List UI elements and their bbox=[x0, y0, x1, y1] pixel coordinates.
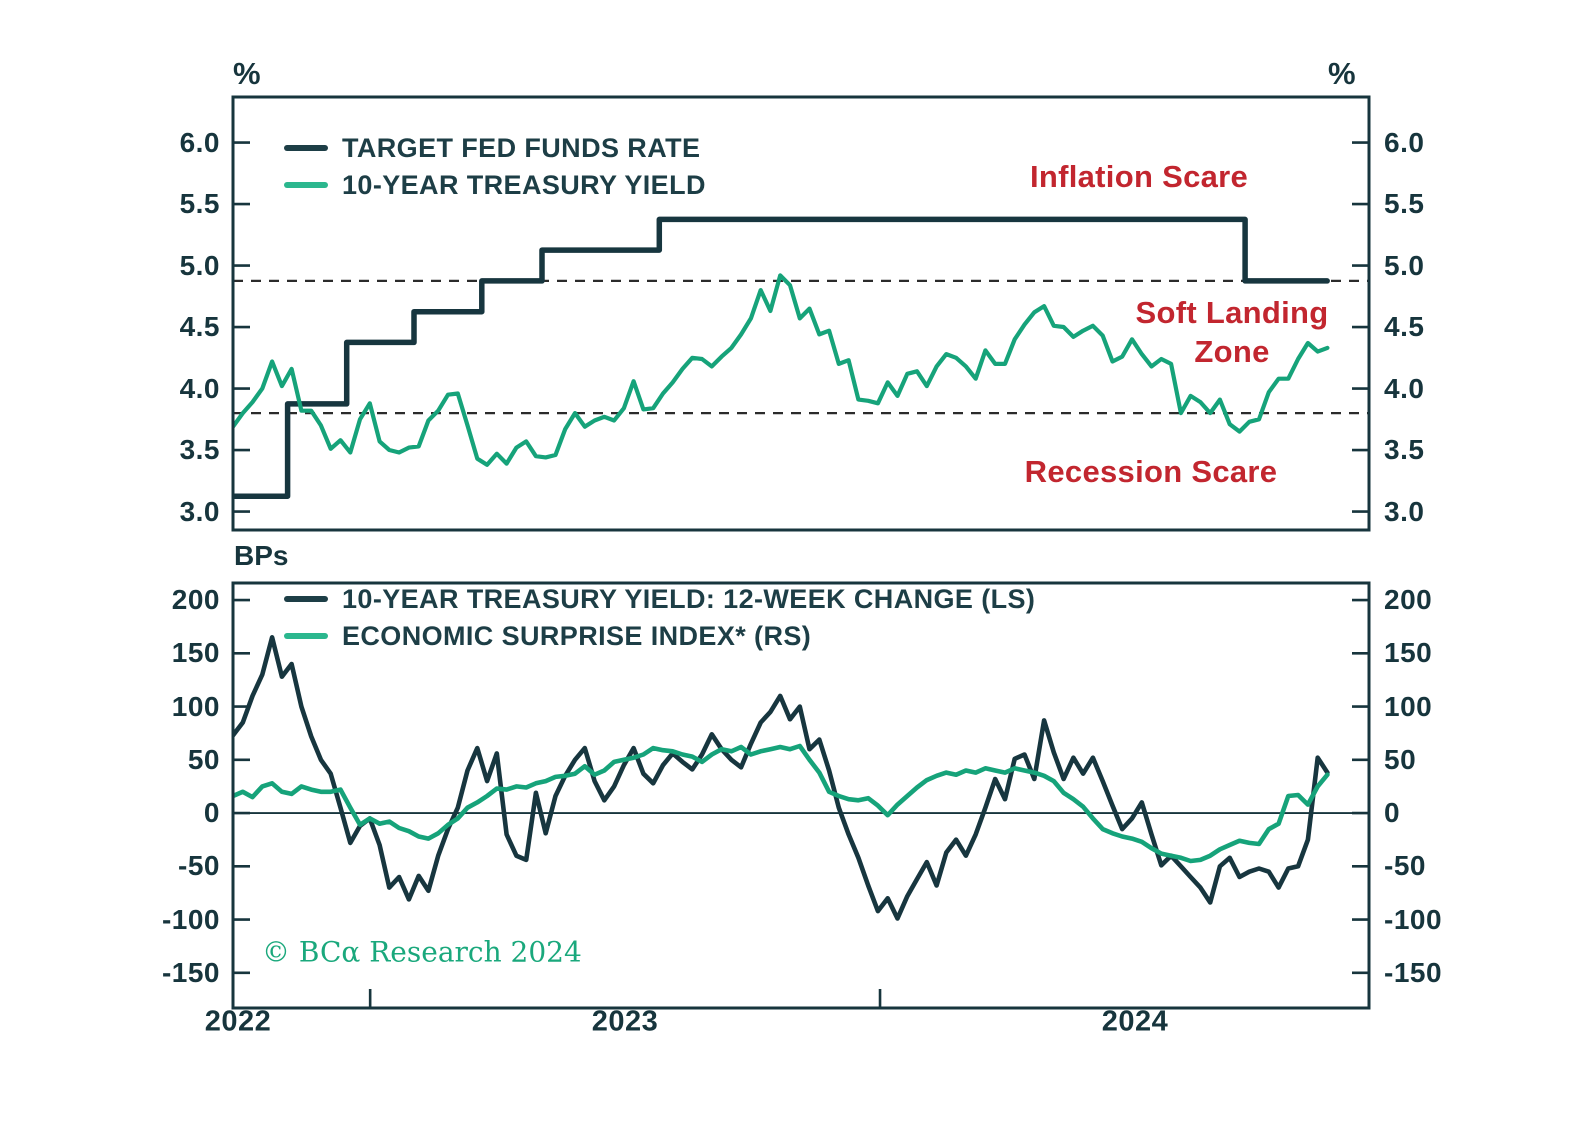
legend-item-12-week-change: 10-YEAR TREASURY YIELD: 12-WEEK CHANGE (… bbox=[284, 584, 1035, 614]
top-ytick-label-left-4.5: 4.5 bbox=[179, 311, 220, 343]
bottom-ytick-label-left--150: -150 bbox=[161, 956, 220, 988]
bottom-panel-frame bbox=[231, 581, 1371, 1010]
legend-label-treasury-yield: 10-YEAR TREASURY YIELD bbox=[342, 169, 706, 200]
annotation-inflation-scare: Inflation Scare bbox=[1029, 159, 1249, 194]
copyright-note: © BCα Research 2024 bbox=[262, 935, 582, 969]
economic-surprise-index-line-swatch bbox=[284, 633, 328, 639]
top-ytick-label-left-4.0: 4.0 bbox=[179, 372, 220, 404]
annotation-soft-landing-line2: Zone bbox=[1194, 334, 1270, 369]
bottom-ytick-label-right--100: -100 bbox=[1384, 903, 1443, 935]
top-panel-right-unit-label: % bbox=[1328, 56, 1356, 91]
x-axis-label-2022: 2022 bbox=[204, 1005, 272, 1038]
top-ytick-label-right-4.5: 4.5 bbox=[1384, 311, 1425, 343]
bottom-ytick-label-left--100: -100 bbox=[161, 903, 220, 935]
bottom-ytick-label-left-100: 100 bbox=[171, 690, 220, 722]
annotation-soft-landing-line1: Soft Landing bbox=[1135, 295, 1329, 330]
series-line-target-fed-funds-rate bbox=[233, 216, 1330, 499]
treasury-yield-line-swatch bbox=[284, 182, 328, 188]
12-week-change-line-swatch bbox=[284, 596, 328, 602]
legend-item-economic-surprise-index: ECONOMIC SURPRISE INDEX* (RS) bbox=[284, 621, 1035, 651]
top-ytick-label-left-5.0: 5.0 bbox=[179, 249, 220, 281]
bottom-ytick-label-left-200: 200 bbox=[171, 584, 220, 616]
top-panel-left-unit-label: % bbox=[233, 56, 261, 91]
x-axis-label-2024: 2024 bbox=[1101, 1005, 1169, 1038]
bottom-ytick-label-right--50: -50 bbox=[1384, 850, 1426, 882]
top-ytick-label-right-6.0: 6.0 bbox=[1384, 126, 1425, 158]
top-ytick-label-right-4.0: 4.0 bbox=[1384, 372, 1425, 404]
annotation-soft-landing-zone: Soft Landing Zone bbox=[1135, 293, 1328, 371]
bottom-ytick-label-left-0: 0 bbox=[203, 797, 220, 829]
top-panel-legend: TARGET FED FUNDS RATE 10-YEAR TREASURY Y… bbox=[284, 133, 706, 200]
bottom-panel-legend: 10-YEAR TREASURY YIELD: 12-WEEK CHANGE (… bbox=[284, 584, 1035, 651]
top-ytick-label-right-5.0: 5.0 bbox=[1384, 249, 1425, 281]
legend-item-target-fed-funds-rate: TARGET FED FUNDS RATE bbox=[284, 133, 706, 163]
top-ytick-label-left-6.0: 6.0 bbox=[179, 126, 220, 158]
top-ytick-label-right-5.5: 5.5 bbox=[1384, 188, 1425, 220]
top-ytick-label-right-3.5: 3.5 bbox=[1384, 434, 1425, 466]
annotation-recession-scare: Recession Scare bbox=[1024, 454, 1278, 489]
top-ytick-label-right-3.0: 3.0 bbox=[1384, 495, 1425, 527]
bottom-ytick-label-right--150: -150 bbox=[1384, 956, 1443, 988]
series-line-10-year-treasury-yield-12-week-change-ls bbox=[233, 635, 1330, 921]
legend-label-fed-funds: TARGET FED FUNDS RATE bbox=[342, 132, 701, 163]
bottom-ytick-label-left-50: 50 bbox=[187, 743, 220, 775]
top-ytick-label-left-3.5: 3.5 bbox=[179, 434, 220, 466]
bottom-ytick-label-right-150: 150 bbox=[1384, 637, 1433, 669]
series-line-economic-surprise-index-rs bbox=[233, 743, 1330, 864]
fed-funds-line-swatch bbox=[284, 145, 328, 151]
bottom-ytick-label-right-50: 50 bbox=[1384, 743, 1417, 775]
bottom-ytick-label-right-0: 0 bbox=[1384, 797, 1401, 829]
legend-label-12-week-change: 10-YEAR TREASURY YIELD: 12-WEEK CHANGE (… bbox=[342, 583, 1036, 614]
x-axis-label-2023: 2023 bbox=[591, 1005, 659, 1038]
series-line-10-year-treasury-yield bbox=[233, 273, 1330, 467]
bottom-ytick-label-right-100: 100 bbox=[1384, 690, 1433, 722]
bottom-panel-unit-label: BPs bbox=[234, 540, 289, 571]
legend-label-economic-surprise-index: ECONOMIC SURPRISE INDEX* (RS) bbox=[342, 620, 812, 651]
top-ytick-label-left-3.0: 3.0 bbox=[179, 495, 220, 527]
legend-item-10-year-treasury-yield: 10-YEAR TREASURY YIELD bbox=[284, 170, 706, 200]
bottom-ytick-label-left--50: -50 bbox=[178, 850, 220, 882]
bottom-ytick-label-right-200: 200 bbox=[1384, 584, 1433, 616]
top-panel-frame bbox=[231, 95, 1371, 532]
bottom-ytick-label-left-150: 150 bbox=[171, 637, 220, 669]
top-ytick-label-left-5.5: 5.5 bbox=[179, 188, 220, 220]
